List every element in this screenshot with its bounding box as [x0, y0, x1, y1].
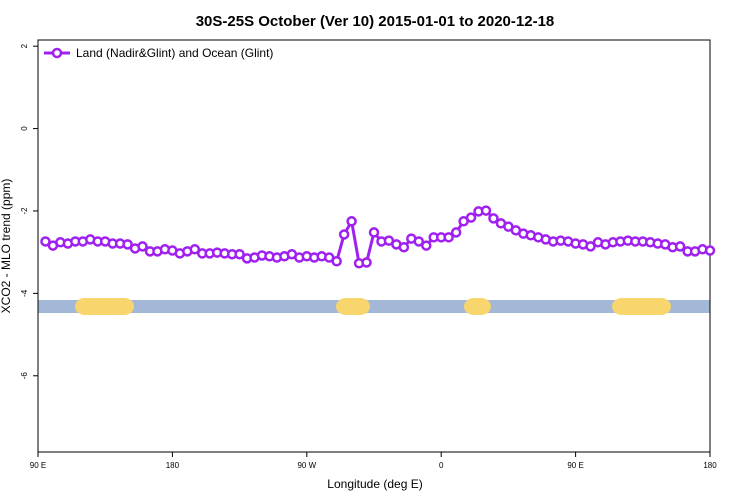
y-tick-label: -4 — [20, 289, 29, 297]
data-point — [421, 240, 432, 251]
data-point — [189, 244, 201, 255]
data-point — [488, 213, 499, 224]
data-point — [137, 241, 148, 252]
data-point — [480, 205, 492, 216]
data-point — [465, 212, 477, 223]
data-point — [674, 241, 686, 252]
y-axis-label: XCO2 - MLO trend (ppm) — [0, 179, 13, 314]
land-segment — [75, 298, 134, 315]
data-point — [338, 229, 350, 240]
y-tick-label: -2 — [20, 207, 29, 215]
ocean-band — [38, 300, 710, 313]
data-point — [234, 248, 245, 260]
x-tick-label: 180 — [166, 461, 180, 470]
y-tick-label: 0 — [20, 126, 29, 131]
data-point — [346, 216, 357, 227]
data-point — [398, 241, 410, 253]
y-tick-label: -6 — [20, 372, 29, 380]
series-line — [44, 208, 711, 265]
x-tick-label: 180 — [703, 461, 717, 470]
chart-title: 30S-25S October (Ver 10) 2015-01-01 to 2… — [196, 13, 555, 30]
data-point — [413, 236, 425, 247]
x-tick-label: 90 W — [297, 461, 316, 470]
data-point — [331, 255, 342, 267]
legend-label: Land (Nadir&Glint) and Ocean (Glint) — [76, 46, 273, 60]
data-point — [585, 241, 596, 252]
data-point — [443, 232, 454, 243]
land-segment — [612, 298, 671, 315]
data-point — [361, 257, 372, 268]
x-axis-label: Longitude (deg E) — [327, 477, 422, 491]
legend-marker — [51, 47, 63, 59]
x-tick-label: 90 E — [567, 461, 583, 470]
data-point — [40, 236, 51, 247]
land-segment — [336, 298, 370, 315]
data-point — [122, 239, 133, 250]
data-point — [368, 227, 380, 238]
data-point — [450, 227, 462, 238]
y-tick-label: 2 — [20, 43, 29, 48]
x-tick-label: 90 E — [30, 461, 46, 470]
land-segment — [464, 298, 491, 315]
land-ocean-strip — [38, 298, 710, 315]
x-tick-label: 0 — [439, 461, 444, 470]
data-point — [704, 245, 716, 256]
